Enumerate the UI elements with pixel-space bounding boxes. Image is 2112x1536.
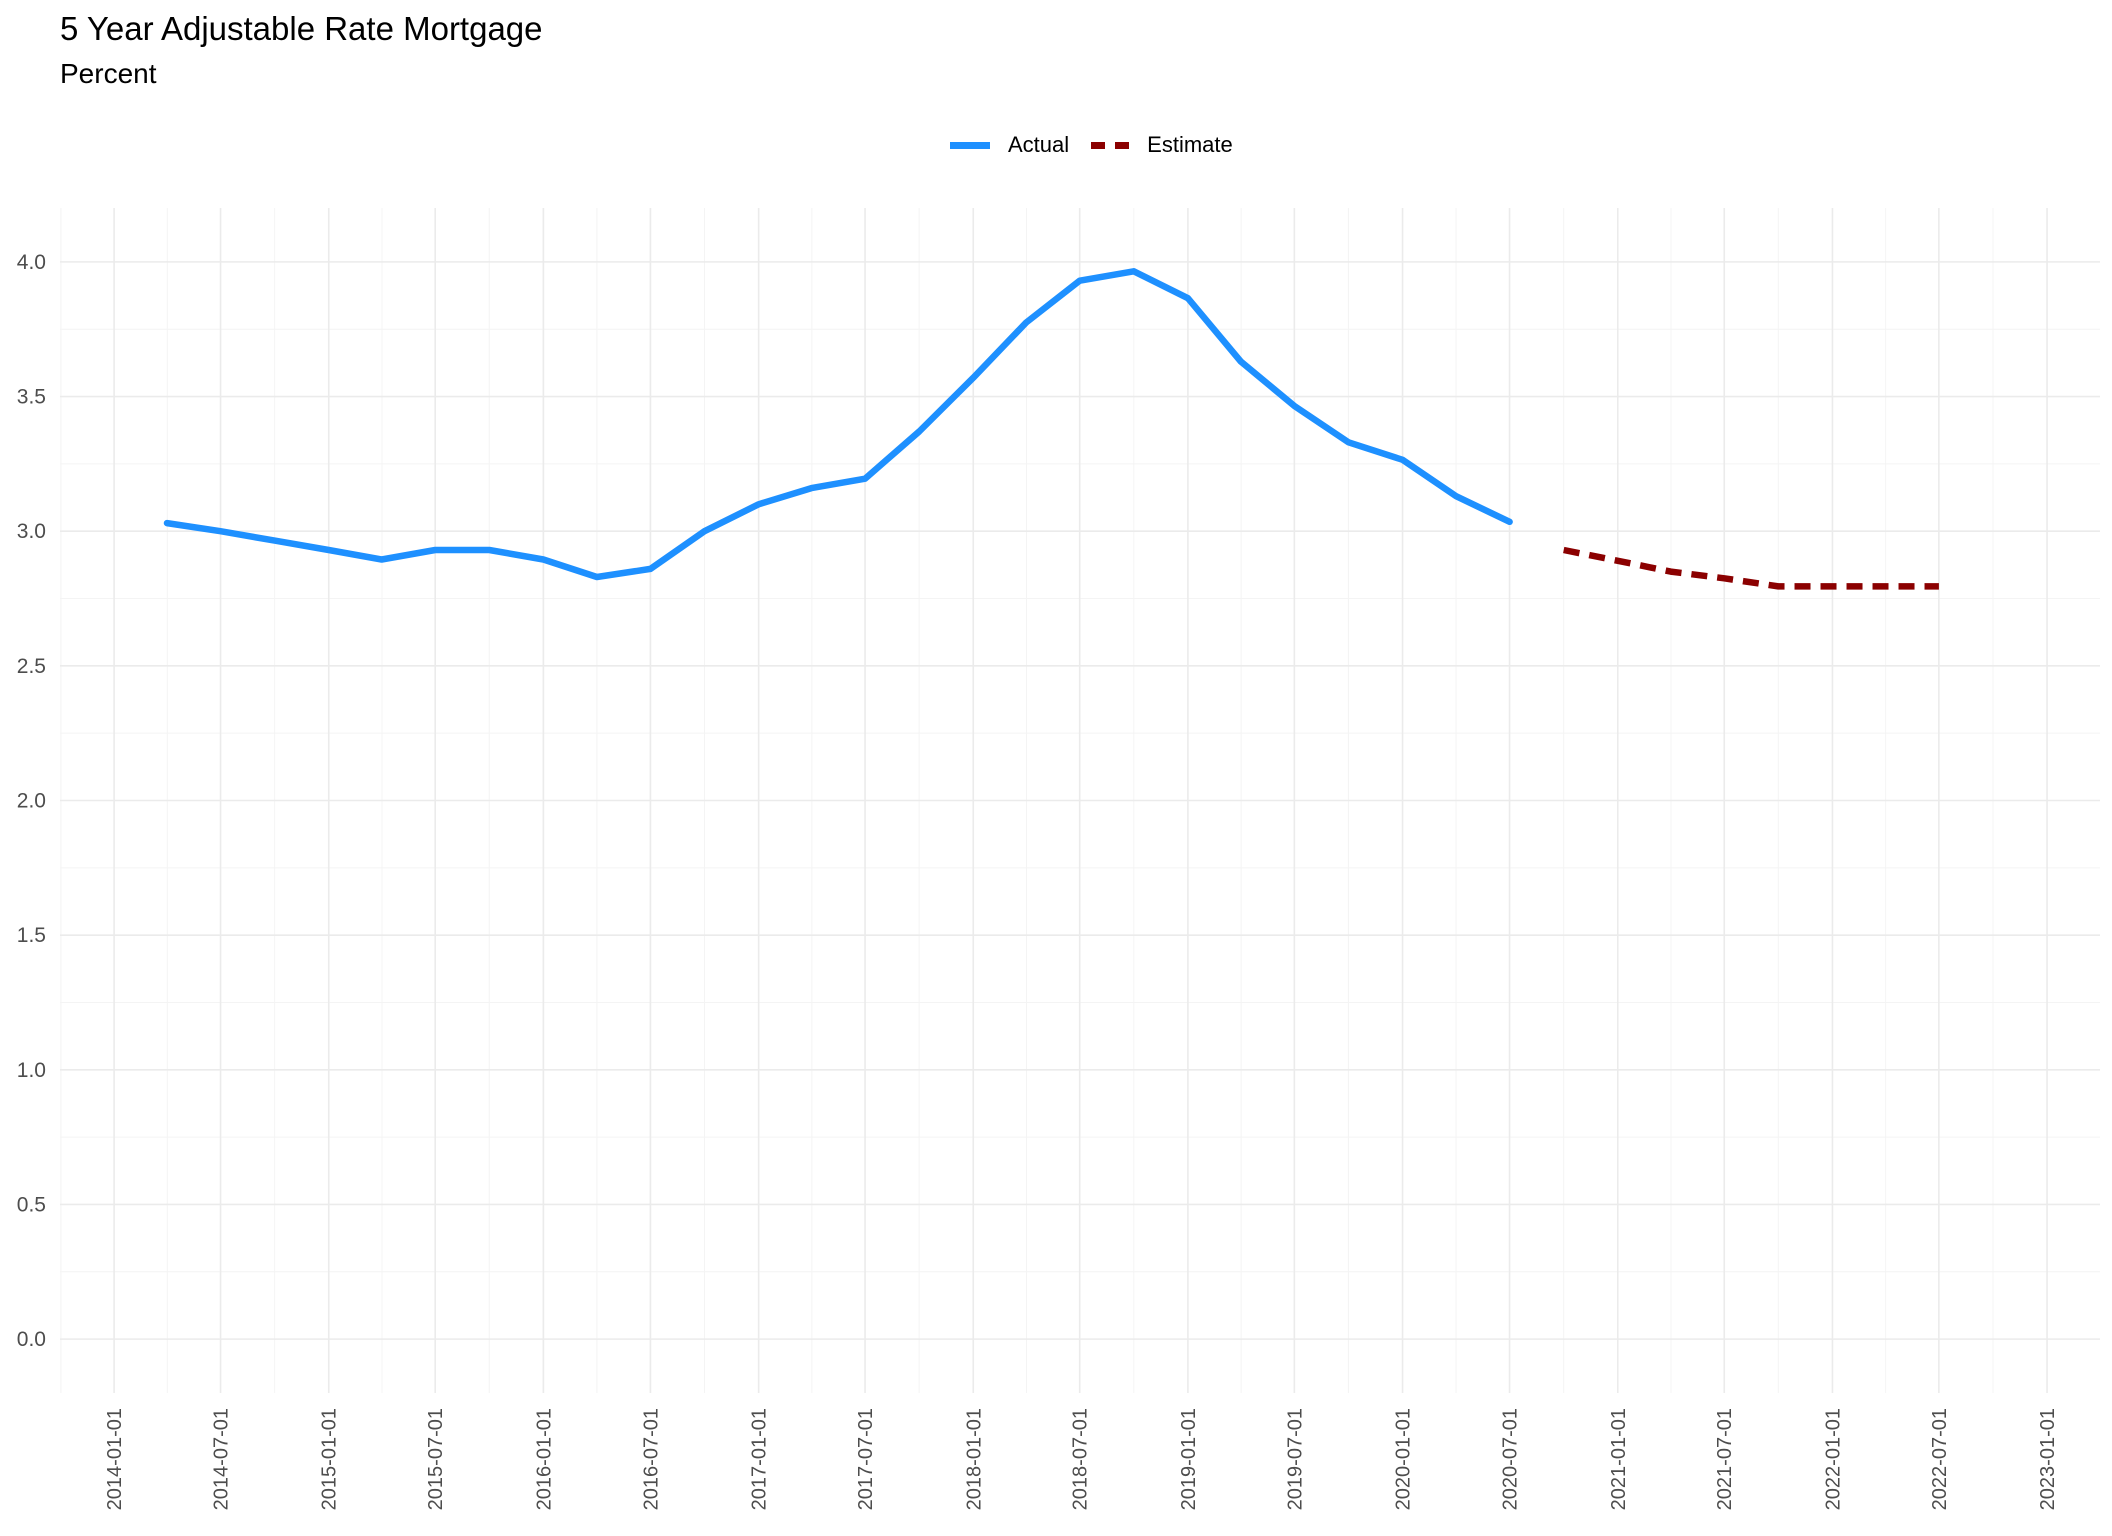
x-tick-label: 2019-07-01 bbox=[1284, 1408, 1306, 1510]
series-layer bbox=[163, 268, 1939, 590]
y-tick-label: 0.0 bbox=[17, 1328, 46, 1351]
grid-major bbox=[60, 208, 2100, 1393]
legend-item-actual: Actual bbox=[950, 132, 1069, 158]
y-tick-label: 3.0 bbox=[17, 520, 46, 543]
x-tick-label: 2021-07-01 bbox=[1714, 1408, 1736, 1510]
x-tick-label: 2014-07-01 bbox=[211, 1408, 233, 1510]
x-tick-label: 2019-01-01 bbox=[1178, 1408, 1200, 1510]
x-tick-label: 2022-07-01 bbox=[1929, 1408, 1951, 1510]
x-tick-label: 2016-01-01 bbox=[533, 1408, 555, 1510]
series-line-estimate bbox=[1563, 546, 1939, 590]
x-tick-label: 2020-07-01 bbox=[1500, 1408, 1522, 1510]
x-tick-label: 2016-07-01 bbox=[640, 1408, 662, 1510]
y-tick-label: 1.0 bbox=[17, 1059, 46, 1082]
legend-item-estimate: Estimate bbox=[1091, 132, 1233, 158]
x-tick-label: 2015-01-01 bbox=[319, 1408, 341, 1510]
legend-label-estimate: Estimate bbox=[1147, 132, 1233, 157]
series-line-actual bbox=[163, 268, 1513, 581]
legend: Actual Estimate bbox=[950, 128, 1255, 162]
legend-key-estimate bbox=[1091, 141, 1130, 149]
grid-minor bbox=[60, 208, 2100, 1393]
y-tick-label: 2.5 bbox=[17, 655, 46, 678]
x-tick-label: 2014-01-01 bbox=[104, 1408, 126, 1510]
chart-subtitle: Percent bbox=[60, 58, 157, 89]
legend-key-actual bbox=[950, 141, 990, 149]
x-tick-label: 2018-01-01 bbox=[963, 1408, 985, 1510]
x-axis-ticks: 2014-01-01 2014-07-01 2015-01-01 2015-07-01… bbox=[104, 1408, 2059, 1510]
legend-label-actual: Actual bbox=[1008, 132, 1070, 157]
x-tick-label: 2017-07-01 bbox=[855, 1408, 877, 1510]
x-tick-label: 2022-01-01 bbox=[1822, 1408, 1844, 1510]
x-tick-label: 2018-07-01 bbox=[1070, 1408, 1092, 1510]
y-tick-label: 1.5 bbox=[17, 924, 46, 947]
chart-title: 5 Year Adjustable Rate Mortgage bbox=[60, 10, 543, 47]
y-tick-label: 3.5 bbox=[17, 386, 46, 409]
y-axis-ticks: 0.0 0.5 1.0 1.5 2.0 2.5 3.0 3.5 4.0 bbox=[17, 251, 46, 1351]
y-tick-label: 2.0 bbox=[17, 790, 46, 813]
y-tick-label: 0.5 bbox=[17, 1193, 46, 1216]
x-tick-label: 2021-01-01 bbox=[1608, 1408, 1630, 1510]
x-tick-label: 2015-07-01 bbox=[425, 1408, 447, 1510]
x-tick-label: 2023-01-01 bbox=[2037, 1408, 2059, 1510]
x-tick-label: 2017-01-01 bbox=[749, 1408, 771, 1510]
x-tick-label: 2020-01-01 bbox=[1393, 1408, 1415, 1510]
y-tick-label: 4.0 bbox=[17, 251, 46, 274]
